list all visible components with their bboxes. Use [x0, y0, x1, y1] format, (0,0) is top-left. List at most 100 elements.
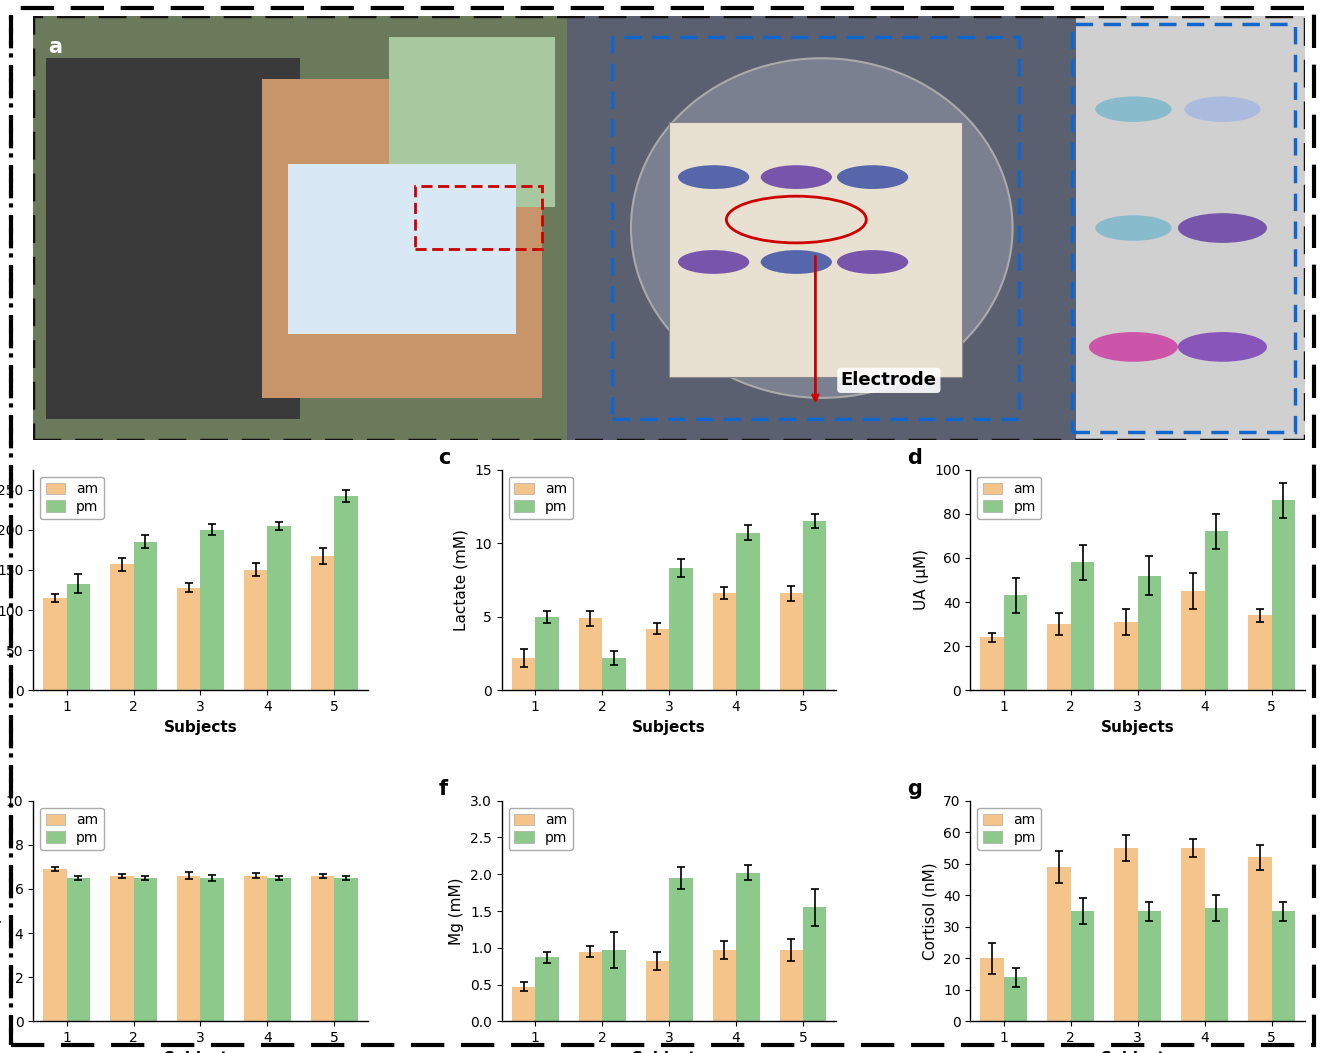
- Text: a: a: [49, 37, 62, 57]
- Bar: [244, 876, 268, 1021]
- Circle shape: [1185, 97, 1260, 122]
- Text: Electrode: Electrode: [841, 372, 937, 390]
- Circle shape: [837, 251, 908, 274]
- Bar: [737, 873, 759, 1021]
- Bar: [1138, 911, 1161, 1021]
- X-axis label: Subjects: Subjects: [632, 719, 706, 735]
- Bar: [1182, 848, 1204, 1021]
- Bar: [1114, 848, 1138, 1021]
- Bar: [415, 185, 542, 250]
- Y-axis label: Cortisol (nM): Cortisol (nM): [922, 862, 938, 960]
- Bar: [66, 878, 90, 1021]
- Bar: [535, 617, 559, 691]
- Bar: [334, 878, 358, 1021]
- Bar: [579, 618, 602, 691]
- Bar: [1047, 867, 1071, 1021]
- Bar: [110, 564, 134, 691]
- Bar: [1076, 16, 1305, 440]
- Bar: [46, 58, 301, 419]
- Bar: [713, 593, 737, 691]
- Bar: [1204, 532, 1228, 691]
- Circle shape: [1178, 213, 1267, 243]
- Bar: [311, 876, 334, 1021]
- Y-axis label: Lactate (mM): Lactate (mM): [454, 529, 469, 631]
- Legend: am, pm: am, pm: [509, 477, 572, 519]
- Bar: [645, 629, 669, 691]
- Bar: [268, 525, 292, 691]
- Bar: [1004, 977, 1027, 1021]
- X-axis label: Subjects: Subjects: [163, 719, 237, 735]
- Bar: [1072, 24, 1295, 432]
- Text: d: d: [906, 448, 922, 468]
- Bar: [268, 878, 292, 1021]
- Bar: [390, 37, 555, 206]
- Legend: am, pm: am, pm: [978, 477, 1041, 519]
- Legend: am, pm: am, pm: [978, 808, 1041, 850]
- Bar: [110, 876, 134, 1021]
- Bar: [33, 16, 567, 440]
- X-axis label: Subjects: Subjects: [1101, 719, 1175, 735]
- Bar: [200, 530, 224, 691]
- Bar: [602, 658, 625, 691]
- Bar: [713, 950, 737, 1021]
- Bar: [134, 878, 156, 1021]
- Bar: [311, 556, 334, 691]
- Ellipse shape: [631, 58, 1012, 398]
- Bar: [1047, 624, 1071, 691]
- Bar: [1204, 908, 1228, 1021]
- Bar: [178, 876, 200, 1021]
- Circle shape: [678, 251, 749, 274]
- Circle shape: [678, 165, 749, 188]
- Text: c: c: [439, 448, 451, 468]
- Circle shape: [837, 165, 908, 188]
- Bar: [1248, 857, 1272, 1021]
- Bar: [511, 987, 535, 1021]
- Bar: [535, 957, 559, 1021]
- Bar: [288, 164, 517, 334]
- Legend: am, pm: am, pm: [40, 477, 105, 519]
- Bar: [200, 878, 224, 1021]
- Bar: [1138, 576, 1161, 691]
- Bar: [779, 593, 803, 691]
- Legend: am, pm: am, pm: [509, 808, 572, 850]
- Bar: [262, 79, 542, 398]
- Bar: [1272, 911, 1295, 1021]
- Text: f: f: [439, 778, 448, 798]
- Bar: [803, 908, 827, 1021]
- Bar: [980, 958, 1004, 1021]
- Bar: [612, 37, 1019, 419]
- Bar: [1272, 500, 1295, 691]
- Bar: [669, 569, 693, 691]
- X-axis label: Subjects: Subjects: [632, 1051, 706, 1053]
- Bar: [511, 658, 535, 691]
- Bar: [178, 588, 200, 691]
- Bar: [334, 496, 358, 691]
- Bar: [669, 122, 962, 377]
- Y-axis label: Mg (mM): Mg (mM): [449, 877, 465, 945]
- Bar: [567, 16, 1076, 440]
- Bar: [803, 521, 827, 691]
- Circle shape: [1096, 97, 1171, 122]
- Bar: [244, 570, 268, 691]
- Bar: [1248, 615, 1272, 691]
- Bar: [602, 950, 625, 1021]
- Bar: [1114, 622, 1138, 691]
- Bar: [579, 952, 602, 1021]
- Bar: [1004, 595, 1027, 691]
- Circle shape: [761, 165, 832, 188]
- Bar: [737, 533, 759, 691]
- Y-axis label: UA (μM): UA (μM): [914, 550, 929, 611]
- Bar: [980, 637, 1004, 691]
- Circle shape: [761, 251, 832, 274]
- Bar: [1071, 562, 1094, 691]
- X-axis label: Subjects: Subjects: [1101, 1051, 1175, 1053]
- Bar: [645, 961, 669, 1021]
- Bar: [44, 869, 66, 1021]
- Bar: [134, 542, 156, 691]
- X-axis label: Subjects: Subjects: [163, 1051, 237, 1053]
- Circle shape: [1089, 332, 1178, 362]
- Bar: [1071, 911, 1094, 1021]
- Legend: am, pm: am, pm: [40, 808, 105, 850]
- Circle shape: [1096, 215, 1171, 241]
- Bar: [44, 598, 66, 691]
